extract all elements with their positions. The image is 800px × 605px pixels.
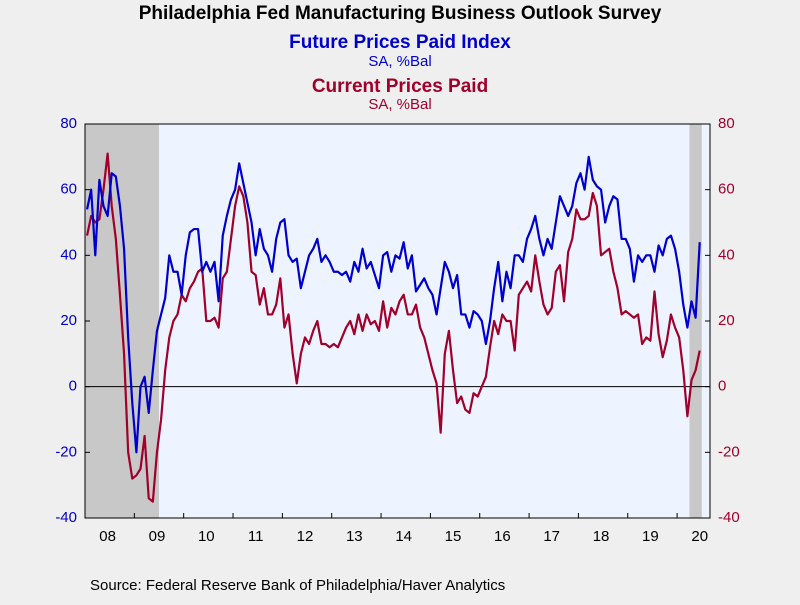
y2-tick-label: 40 — [718, 246, 735, 263]
legend-series-unit: SA, %Bal — [368, 96, 431, 113]
y2-tick-label: 20 — [718, 312, 735, 329]
x-tick-label: 14 — [395, 528, 412, 545]
plot-border — [84, 123, 711, 519]
y-tick-label: 80 — [60, 115, 77, 132]
legend-series-unit: SA, %Bal — [368, 53, 431, 70]
y2-tick-label: -40 — [718, 509, 740, 526]
x-tick-label: 17 — [543, 528, 560, 545]
recession-shade — [689, 124, 702, 518]
legend-series-name: Current Prices Paid — [312, 76, 488, 97]
x-tick-label: 15 — [445, 528, 462, 545]
x-tick-label: 11 — [248, 528, 264, 545]
legend-series-name: Future Prices Paid Index — [289, 32, 511, 53]
y2-tick-label: 80 — [718, 115, 735, 132]
y-tick-label: 40 — [60, 246, 77, 263]
x-tick-label: 18 — [593, 528, 610, 545]
x-tick-label: 10 — [198, 528, 215, 545]
x-tick-label: 19 — [642, 528, 659, 545]
y2-tick-label: 60 — [718, 181, 735, 198]
plot-area — [85, 124, 710, 518]
chart-title: Philadelphia Fed Manufacturing Business … — [139, 3, 662, 24]
source-note: Source: Federal Reserve Bank of Philadel… — [90, 577, 505, 594]
x-tick-label: 13 — [346, 528, 363, 545]
y-tick-label: -20 — [55, 443, 77, 460]
y-tick-label: 0 — [69, 378, 77, 395]
x-tick-label: 08 — [99, 528, 116, 545]
x-tick-label: 09 — [149, 528, 166, 545]
y2-tick-label: -20 — [718, 443, 740, 460]
y-tick-label: 60 — [60, 181, 77, 198]
y2-tick-label: 0 — [718, 378, 726, 395]
series-line — [85, 152, 701, 503]
x-tick-label: 16 — [494, 528, 511, 545]
x-tick-label: 20 — [691, 528, 708, 545]
x-tick-label: 12 — [297, 528, 314, 545]
y-tick-label: 20 — [60, 312, 77, 329]
series-line — [85, 155, 701, 454]
y-tick-label: -40 — [55, 509, 77, 526]
